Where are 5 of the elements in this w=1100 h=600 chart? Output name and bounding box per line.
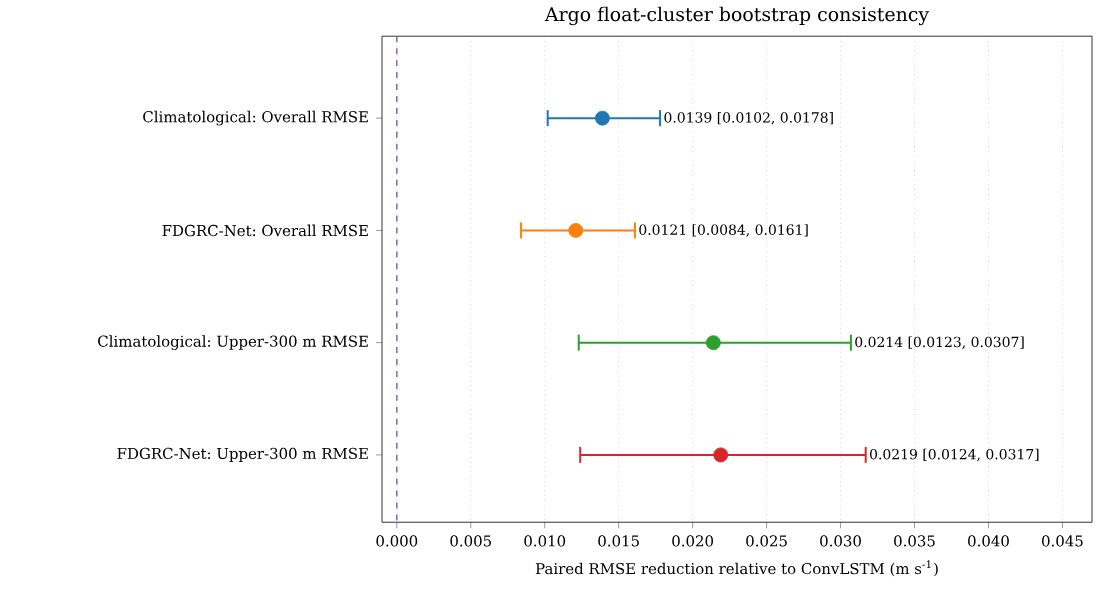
chart-title: Argo float-cluster bootstrap consistency: [544, 6, 930, 26]
point: [595, 110, 610, 126]
point: [568, 222, 584, 238]
point: [713, 447, 729, 463]
point: [705, 335, 721, 350]
